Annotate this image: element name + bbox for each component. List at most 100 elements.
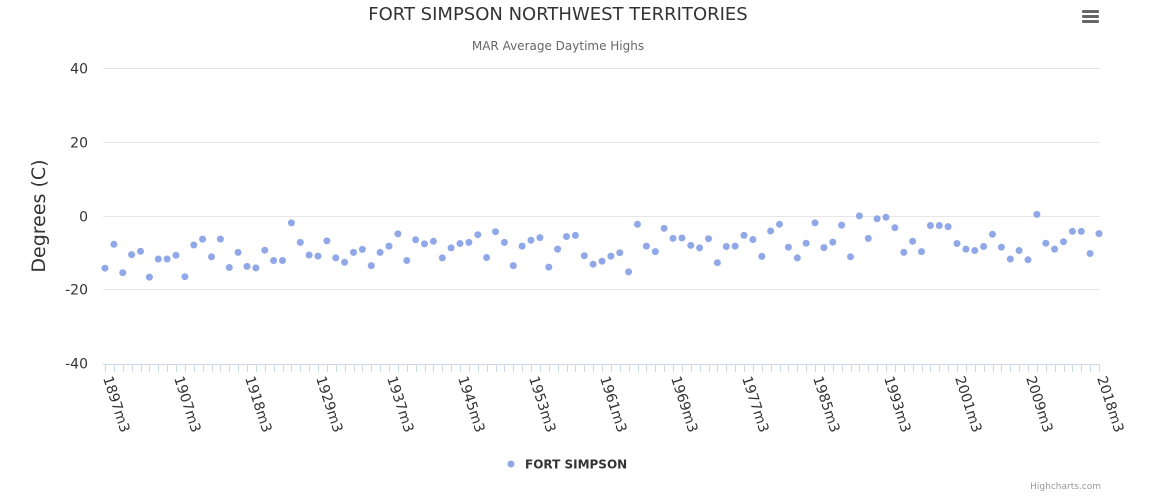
data-point[interactable] (1024, 256, 1032, 264)
data-point[interactable] (1095, 230, 1103, 238)
data-point[interactable] (935, 222, 943, 229)
data-point[interactable] (429, 237, 437, 245)
data-point[interactable] (181, 273, 189, 281)
data-point[interactable] (909, 237, 917, 245)
data-point[interactable] (261, 246, 269, 254)
data-point[interactable] (687, 241, 695, 249)
data-point[interactable] (713, 259, 721, 267)
data-point[interactable] (767, 227, 775, 235)
data-point[interactable] (412, 236, 420, 244)
data-point[interactable] (456, 240, 464, 247)
data-point[interactable] (829, 238, 837, 246)
data-point[interactable] (1077, 227, 1085, 235)
data-point[interactable] (864, 234, 872, 242)
data-point[interactable] (598, 257, 606, 265)
data-point[interactable] (350, 248, 357, 256)
data-point[interactable] (607, 252, 615, 260)
data-point[interactable] (634, 220, 641, 228)
data-point[interactable] (944, 223, 952, 231)
data-point[interactable] (696, 244, 704, 252)
hamburger-menu-icon[interactable] (1074, 2, 1104, 30)
data-point[interactable] (110, 240, 118, 248)
data-point[interactable] (855, 212, 863, 220)
data-point[interactable] (989, 230, 996, 238)
data-point[interactable] (1051, 245, 1059, 253)
data-point[interactable] (545, 263, 553, 271)
data-point[interactable] (820, 244, 828, 252)
data-point[interactable] (776, 220, 783, 228)
data-point[interactable] (589, 260, 597, 268)
data-point[interactable] (287, 219, 295, 227)
data-point[interactable] (705, 235, 712, 243)
data-point[interactable] (252, 264, 260, 272)
data-point[interactable] (758, 252, 766, 260)
data-point[interactable] (341, 258, 349, 266)
data-point[interactable] (438, 254, 446, 262)
data-point[interactable] (784, 243, 792, 251)
data-point[interactable] (642, 242, 650, 250)
data-point[interactable] (926, 222, 934, 229)
data-point[interactable] (536, 234, 544, 242)
data-point[interactable] (882, 213, 890, 221)
data-point[interactable] (509, 262, 517, 270)
data-point[interactable] (953, 240, 961, 247)
data-point[interactable] (802, 239, 810, 247)
legend[interactable]: FORT SIMPSON (507, 458, 628, 472)
data-point[interactable] (997, 243, 1005, 251)
data-point[interactable] (447, 244, 455, 252)
data-point[interactable] (270, 257, 278, 264)
data-point[interactable] (145, 273, 153, 281)
credits-link[interactable]: Highcharts.com (1030, 482, 1101, 492)
data-point[interactable] (216, 235, 224, 243)
data-point[interactable] (971, 247, 979, 254)
data-point[interactable] (367, 262, 375, 270)
data-point[interactable] (660, 224, 668, 232)
data-point[interactable] (962, 245, 970, 253)
data-point[interactable] (651, 248, 659, 256)
data-point[interactable] (793, 254, 801, 262)
data-point[interactable] (296, 238, 304, 246)
data-point[interactable] (563, 233, 570, 240)
data-point[interactable] (847, 253, 854, 261)
data-point[interactable] (403, 257, 411, 264)
data-point[interactable] (500, 238, 508, 246)
data-point[interactable] (358, 245, 366, 253)
data-point[interactable] (137, 247, 144, 255)
data-point[interactable] (571, 231, 579, 239)
data-point[interactable] (279, 257, 286, 264)
data-point[interactable] (740, 231, 748, 239)
data-point[interactable] (1086, 250, 1094, 257)
data-point[interactable] (208, 253, 215, 261)
data-point[interactable] (527, 236, 535, 244)
data-point[interactable] (154, 255, 162, 263)
data-point[interactable] (873, 215, 881, 223)
data-point[interactable] (722, 243, 730, 250)
data-point[interactable] (474, 231, 482, 239)
data-point[interactable] (891, 224, 899, 232)
data-point[interactable] (119, 269, 127, 277)
data-point[interactable] (1042, 239, 1050, 247)
data-point[interactable] (616, 249, 624, 257)
data-point[interactable] (172, 251, 180, 259)
data-point[interactable] (518, 242, 526, 250)
data-point[interactable] (1060, 238, 1067, 246)
data-point[interactable] (900, 248, 908, 256)
data-point[interactable] (128, 251, 136, 259)
data-point[interactable] (190, 241, 198, 249)
data-point[interactable] (731, 242, 739, 250)
legend-item-fort-simpson[interactable]: FORT SIMPSON (525, 458, 627, 472)
data-point[interactable] (332, 254, 340, 262)
data-point[interactable] (749, 236, 757, 243)
data-point[interactable] (669, 234, 677, 242)
data-point[interactable] (918, 248, 925, 256)
data-point[interactable] (1068, 227, 1076, 235)
data-point[interactable] (243, 262, 251, 270)
data-point[interactable] (314, 252, 322, 260)
data-point[interactable] (199, 235, 207, 243)
data-point[interactable] (234, 248, 242, 256)
data-point[interactable] (811, 219, 819, 227)
data-point[interactable] (554, 245, 562, 253)
data-point[interactable] (376, 248, 384, 256)
data-point[interactable] (385, 242, 393, 250)
data-point[interactable] (980, 243, 988, 250)
